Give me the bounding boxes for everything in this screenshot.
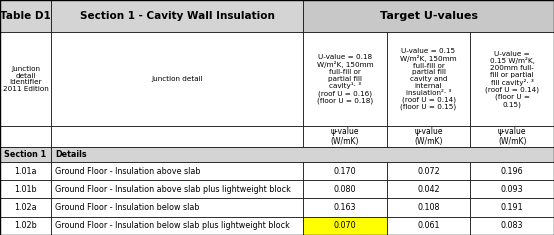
Bar (387, 180, 470, 199)
Bar (0, 147, 51, 162)
Bar (51, 162, 303, 180)
Text: 1.01a: 1.01a (14, 167, 37, 176)
Text: U-value = 0.18
W/m²K, 150mm
full-fill or
partial fill
cavity¹· ³
(roof U = 0.16): U-value = 0.18 W/m²K, 150mm full-fill or… (316, 54, 373, 104)
Text: 0.083: 0.083 (501, 221, 524, 230)
Bar (51, 0, 303, 32)
Bar (0, 217, 51, 235)
Bar (51, 199, 303, 217)
Bar (51, 217, 303, 235)
Bar (0, 0, 51, 32)
Text: Junction
detail
Identifier
2011 Edition: Junction detail Identifier 2011 Edition (3, 66, 48, 92)
Text: 0.042: 0.042 (417, 185, 440, 194)
Bar (303, 199, 387, 217)
Text: Ground Floor - Insulation below slab plus lightweight block: Ground Floor - Insulation below slab plu… (55, 221, 290, 230)
Text: Details: Details (55, 150, 87, 159)
Bar (470, 199, 554, 217)
Bar (0, 162, 51, 180)
Bar (387, 162, 470, 180)
Bar (387, 217, 470, 235)
Bar (0, 32, 51, 126)
Text: Target U-values: Target U-values (379, 11, 478, 21)
Text: 0.072: 0.072 (417, 167, 440, 176)
Bar (0, 199, 51, 217)
Text: Table D1: Table D1 (0, 11, 51, 21)
Text: Ground Floor - Insulation above slab plus lightweight block: Ground Floor - Insulation above slab plu… (55, 185, 291, 194)
Text: 0.080: 0.080 (334, 185, 356, 194)
Bar (0, 180, 51, 199)
Bar (303, 126, 387, 147)
Bar (51, 147, 554, 162)
Bar (470, 32, 554, 126)
Text: ψ-value
(W/mK): ψ-value (W/mK) (331, 127, 359, 146)
Text: Ground Floor - Insulation below slab: Ground Floor - Insulation below slab (55, 203, 200, 212)
Text: 0.070: 0.070 (334, 221, 356, 230)
Bar (0, 126, 51, 147)
Text: 0.196: 0.196 (501, 167, 524, 176)
Text: 1.02b: 1.02b (14, 221, 37, 230)
Text: 0.163: 0.163 (334, 203, 356, 212)
Bar (470, 162, 554, 180)
Bar (303, 32, 387, 126)
Text: Section 1 - Cavity Wall Insulation: Section 1 - Cavity Wall Insulation (80, 11, 274, 21)
Text: 0.093: 0.093 (501, 185, 524, 194)
Text: 0.191: 0.191 (501, 203, 524, 212)
Text: 1.01b: 1.01b (14, 185, 37, 194)
Bar (470, 217, 554, 235)
Bar (387, 32, 470, 126)
Text: Ground Floor - Insulation above slab: Ground Floor - Insulation above slab (55, 167, 201, 176)
Bar (470, 180, 554, 199)
Text: U-value = 0.15
W/m²K, 150mm
full-fill or
partial fill
cavity and
internal
insula: U-value = 0.15 W/m²K, 150mm full-fill or… (400, 48, 457, 110)
Bar (51, 32, 303, 126)
Bar (470, 126, 554, 147)
Bar (303, 180, 387, 199)
Bar (387, 126, 470, 147)
Text: Section 1: Section 1 (4, 150, 47, 159)
Text: 0.170: 0.170 (334, 167, 356, 176)
Text: U-value =
0.15 W/m²K,
200mm full-
fill or partial
fill cavity²· ³
(roof U = 0.14: U-value = 0.15 W/m²K, 200mm full- fill o… (485, 51, 539, 108)
Text: ψ-value
(W/mK): ψ-value (W/mK) (414, 127, 443, 146)
Bar (303, 0, 554, 32)
Bar (303, 217, 387, 235)
Text: 0.061: 0.061 (417, 221, 440, 230)
Text: 0.108: 0.108 (417, 203, 440, 212)
Text: ψ-value
(W/mK): ψ-value (W/mK) (498, 127, 526, 146)
Bar (387, 199, 470, 217)
Bar (51, 180, 303, 199)
Text: 1.02a: 1.02a (14, 203, 37, 212)
Text: Junction detail: Junction detail (151, 76, 203, 82)
Bar (303, 162, 387, 180)
Bar (51, 126, 303, 147)
